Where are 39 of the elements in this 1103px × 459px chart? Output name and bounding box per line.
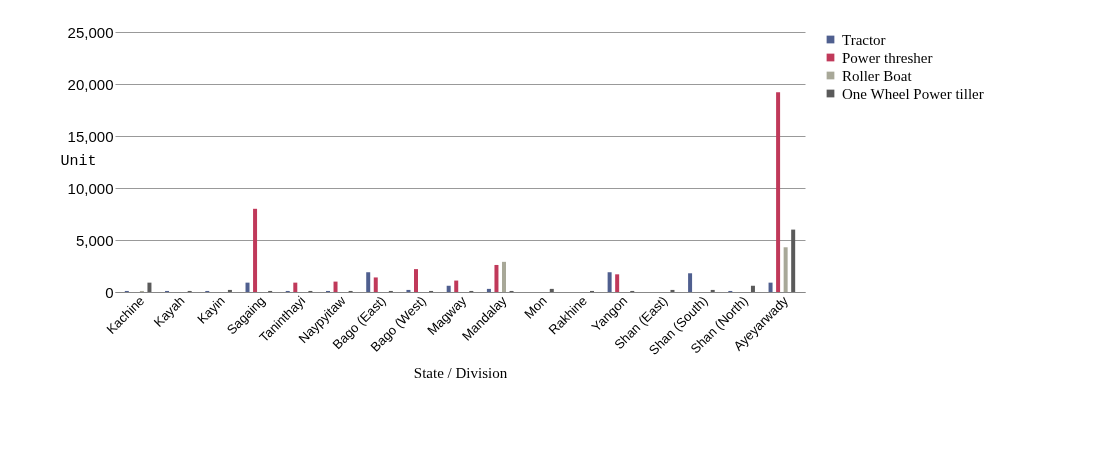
y-tick-label: 0	[105, 283, 114, 301]
y-axis-title: Unit	[60, 152, 97, 170]
bar	[147, 282, 152, 292]
legend-label: Tractor	[842, 31, 886, 48]
bar	[494, 264, 499, 292]
bar	[670, 289, 675, 292]
y-tick-label: 20,000	[67, 75, 114, 93]
bar	[245, 282, 250, 292]
bar	[293, 282, 298, 292]
bar	[502, 261, 507, 292]
bar	[549, 288, 554, 292]
bar	[227, 289, 232, 292]
legend-label: One Wheel Power tiller	[842, 85, 984, 102]
bar	[406, 289, 411, 292]
x-axis-title: State / Division	[413, 364, 508, 381]
bar	[454, 280, 459, 292]
legend-label: Roller Boat	[842, 67, 913, 84]
bar	[253, 208, 258, 292]
bar	[710, 289, 715, 292]
bar	[413, 269, 418, 292]
legend-label: Power thresher	[842, 49, 933, 66]
bar	[688, 273, 693, 292]
bar	[333, 281, 338, 292]
bar	[768, 282, 773, 292]
y-tick-label: 15,000	[67, 127, 114, 145]
bar	[791, 229, 796, 292]
bar	[776, 92, 781, 292]
bar	[607, 272, 612, 292]
bar	[366, 272, 371, 292]
bar	[486, 288, 491, 292]
y-tick-label: 5,000	[75, 231, 114, 249]
y-tick-label: 25,000	[67, 23, 114, 41]
bar	[615, 274, 620, 292]
bar	[373, 277, 378, 292]
y-tick-label: 10,000	[67, 179, 114, 197]
bar	[783, 247, 788, 292]
bar	[446, 285, 451, 292]
bar	[750, 285, 755, 292]
x-tick-label: Mon	[521, 293, 550, 322]
